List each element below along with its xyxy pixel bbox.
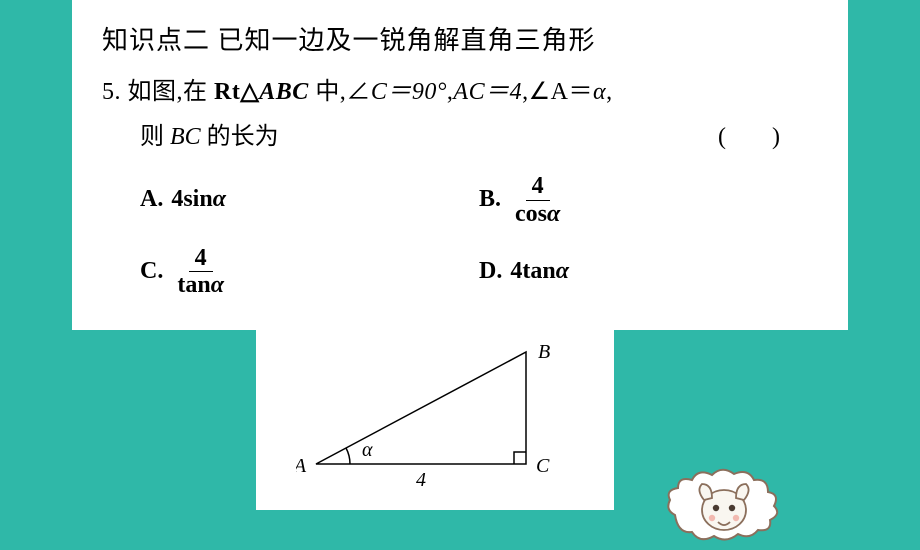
sheep-illustration <box>660 460 790 550</box>
svg-text:B: B <box>538 341 550 363</box>
question-panel: 知识点二 已知一边及一锐角解直角三角形 5. 如图,在 Rt△ABC 中,∠C＝… <box>72 0 848 330</box>
svg-text:4: 4 <box>416 469 426 491</box>
diagram-panel: A B Cα 4 <box>256 330 614 510</box>
svg-text:α: α <box>362 439 373 461</box>
options-grid: A. 4sinα B. 4 cosα C. 4 tanα D. 4tanα <box>102 173 818 317</box>
option-b: B. 4 cosα <box>479 173 818 227</box>
question-number: 5. <box>102 79 121 105</box>
option-d: D. 4tanα <box>479 245 818 299</box>
triangle-diagram: A B Cα 4 <box>296 334 596 504</box>
question-line-1: 5. 如图,在 Rt△ABC 中,∠C＝90°,AC＝4,∠A＝α, <box>102 71 818 114</box>
svg-text:A: A <box>296 455 307 477</box>
option-a: A. 4sinα <box>140 173 479 227</box>
svg-text:C: C <box>536 455 550 477</box>
option-c: C. 4 tanα <box>140 245 479 299</box>
question-line-2: 则 BC 的长为 ( ) <box>102 116 818 159</box>
answer-paren: ( ) <box>718 116 818 159</box>
section-title: 知识点二 已知一边及一锐角解直角三角形 <box>102 18 818 65</box>
